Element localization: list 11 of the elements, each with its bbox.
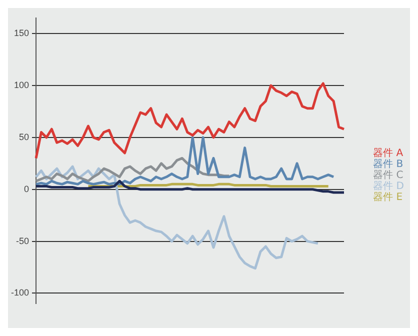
y-tick-label: 50 <box>19 132 30 142</box>
y-tick-label: 0 <box>24 184 30 194</box>
text: 器件 D <box>373 181 404 192</box>
text: 器件 C <box>373 170 404 181</box>
text: 器件 E <box>373 192 404 203</box>
y-tick-label: -50 <box>16 236 30 246</box>
text: 器件 A <box>373 148 404 159</box>
text: 器件 B <box>373 159 404 170</box>
y-tick-label: 100 <box>14 80 30 90</box>
y-tick-label: 150 <box>14 28 30 38</box>
y-tick-label: -100 <box>11 288 30 298</box>
